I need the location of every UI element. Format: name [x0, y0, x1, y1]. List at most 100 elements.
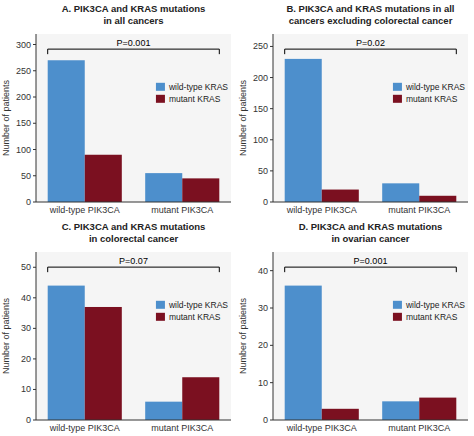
significance-bracket: [48, 49, 220, 54]
y-tick: [270, 202, 273, 203]
plot-area: [273, 252, 468, 420]
y-tick: [33, 70, 36, 71]
legend: wild-type KRAS mutant KRAS: [393, 300, 465, 322]
y-tick: [270, 345, 273, 346]
title-line: in all cancers: [103, 15, 163, 26]
legend-swatch: [393, 95, 402, 103]
y-tick-label: 30: [258, 303, 268, 313]
bar: [419, 398, 456, 420]
y-tick: [270, 308, 273, 309]
bar: [85, 307, 122, 420]
x-tick-label: mutant PIK3CA: [388, 423, 450, 433]
title-line: C. PIK3CA and KRAS mutations: [62, 221, 206, 232]
bar: [382, 401, 419, 420]
y-tick: [33, 123, 36, 124]
bar: [85, 155, 122, 202]
y-tick-label: 100: [16, 145, 31, 155]
bar: [182, 377, 219, 420]
legend-swatch: [156, 95, 165, 103]
legend-label: wild-type KRAS: [168, 300, 228, 310]
y-tick: [33, 267, 36, 268]
y-axis-label: Number of patients: [1, 297, 11, 374]
y-tick: [33, 389, 36, 390]
legend-swatch: [393, 83, 402, 91]
x-axis-line: [273, 202, 468, 203]
title: B. PIK3CA and KRAS mutations in allcance…: [286, 3, 454, 26]
title-line: A. PIK3CA and KRAS mutations: [62, 3, 206, 14]
bar: [322, 409, 359, 420]
annotation: P=0.07: [119, 256, 148, 266]
y-tick-label: 20: [258, 340, 268, 350]
x-tick-label: wild-type PIK3CA: [286, 423, 357, 433]
y-tick-label: 20: [21, 354, 31, 364]
y-axis-label: Number of patients: [1, 79, 11, 156]
bar: [285, 286, 322, 420]
title-line: in ovarian cancer: [331, 233, 409, 244]
bar: [48, 286, 85, 420]
bar: [182, 178, 219, 202]
y-tick: [270, 139, 273, 140]
y-tick-label: 0: [26, 197, 31, 207]
y-tick-label: 50: [21, 262, 31, 272]
bar: [48, 60, 85, 202]
bar: [419, 196, 456, 202]
x-axis-line: [273, 420, 468, 421]
y-tick-label: 0: [263, 415, 268, 425]
y-tick-label: 0: [26, 415, 31, 425]
y-tick-label: 200: [253, 73, 268, 83]
panel: 050100150200250wild-type PIK3CAmutant PI…: [238, 3, 468, 215]
bar: [382, 183, 419, 202]
legend-swatch: [393, 301, 402, 309]
bar: [145, 173, 182, 202]
y-axis-line: [273, 34, 274, 202]
y-tick: [33, 297, 36, 298]
bar: [322, 190, 359, 202]
legend: wild-type KRAS mutant KRAS: [156, 300, 228, 322]
panel: 01020304050wild-type PIK3CAmutant PIK3CA…: [1, 221, 231, 433]
y-axis-label: Number of patients: [238, 297, 248, 374]
legend-swatch: [156, 313, 165, 321]
panel: 050100150200250300wild-type PIK3CAmutant…: [1, 3, 231, 215]
y-tick: [270, 170, 273, 171]
y-tick-label: 40: [258, 266, 268, 276]
panel: 010203040wild-type PIK3CAmutant PIK3CANu…: [238, 221, 468, 433]
legend-label: wild-type KRAS: [168, 82, 228, 92]
plot-area: [273, 34, 468, 202]
x-tick-label: mutant PIK3CA: [388, 205, 450, 215]
x-tick-label: wild-type PIK3CA: [49, 205, 120, 215]
y-tick-label: 40: [21, 293, 31, 303]
y-tick-label: 250: [253, 41, 268, 51]
legend-swatch: [393, 313, 402, 321]
y-tick: [33, 328, 36, 329]
x-axis-line: [36, 420, 231, 421]
legend-label: wild-type KRAS: [405, 300, 465, 310]
chart-figure: 050100150200250300wild-type PIK3CAmutant…: [0, 0, 474, 436]
y-tick: [270, 420, 273, 421]
legend: wild-type KRASmutant KRAS: [156, 82, 228, 104]
title-line: B. PIK3CA and KRAS mutations in all: [286, 3, 454, 14]
legend-swatch: [156, 83, 165, 91]
background: [0, 0, 474, 436]
plot-area: [36, 252, 231, 420]
y-tick-label: 150: [16, 118, 31, 128]
title: A. PIK3CA and KRAS mutationsin all cance…: [62, 3, 206, 26]
bars: [285, 59, 457, 202]
significance-bracket: [285, 49, 457, 54]
y-tick-label: 250: [16, 66, 31, 76]
legend-label: mutant KRAS: [406, 312, 458, 322]
title: D. PIK3CA and KRAS mutationsin ovarian c…: [299, 221, 443, 244]
x-tick-label: mutant PIK3CA: [151, 205, 213, 215]
y-tick: [270, 77, 273, 78]
annotation: P=0.02: [356, 38, 385, 48]
y-tick-label: 10: [21, 384, 31, 394]
y-tick: [33, 44, 36, 45]
annotation: P=0.001: [117, 38, 151, 48]
bar: [145, 402, 182, 420]
title-line: in colorectal cancer: [89, 233, 179, 244]
legend-swatch: [156, 301, 165, 309]
y-tick: [270, 108, 273, 109]
y-tick: [33, 149, 36, 150]
x-axis-line: [36, 202, 231, 203]
y-tick: [33, 97, 36, 98]
legend-label: mutant KRAS: [169, 312, 221, 322]
